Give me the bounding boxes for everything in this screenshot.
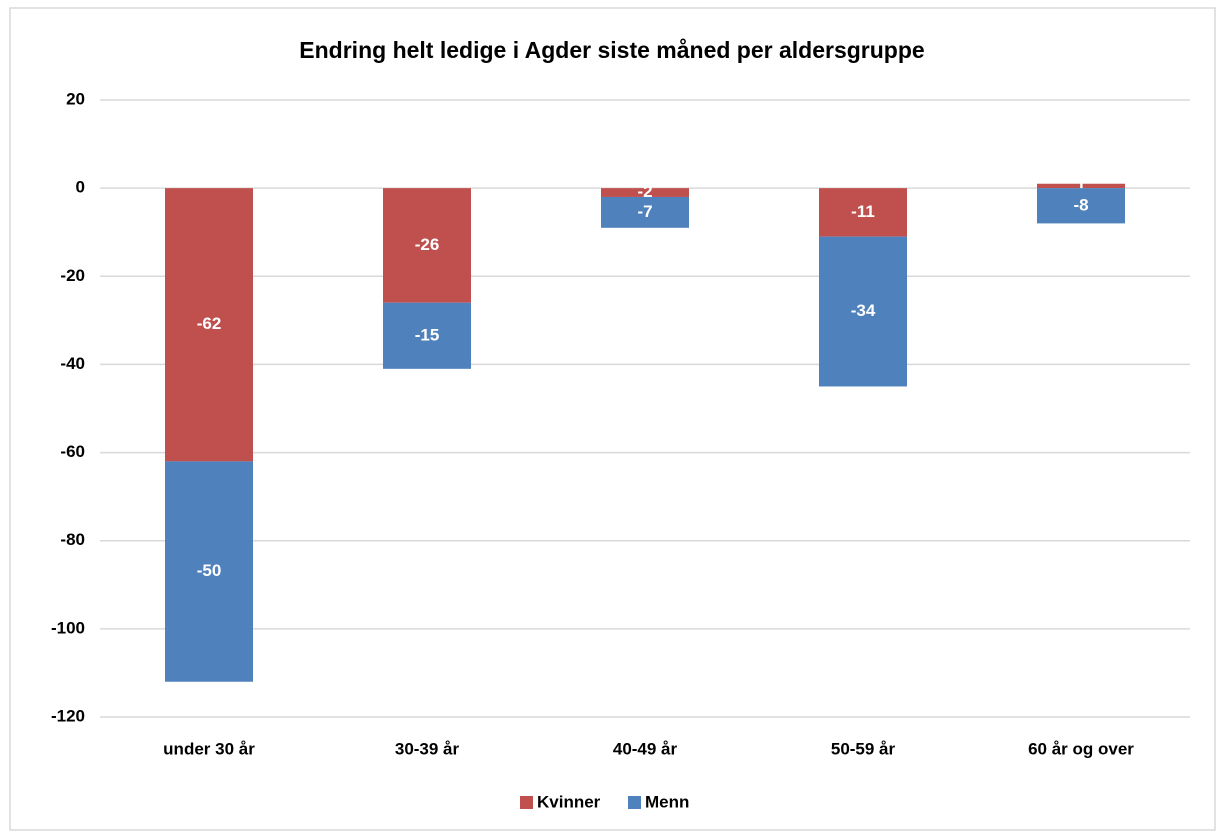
data-label: 1: [1076, 175, 1085, 194]
y-tick-label: 0: [76, 178, 85, 197]
bar-segment: [383, 188, 471, 303]
data-label: -7: [637, 202, 652, 221]
y-tick-label: -60: [60, 442, 85, 461]
bar-segment: [383, 302, 471, 369]
x-tick-label: 60 år og over: [1028, 739, 1134, 758]
data-label: -15: [415, 325, 440, 344]
data-label: -34: [851, 301, 876, 320]
bar-segment: [601, 196, 689, 228]
legend-swatch: [520, 796, 533, 809]
y-tick-label: -20: [60, 266, 85, 285]
bar-segment: [165, 188, 253, 462]
bar-segment: [819, 188, 907, 237]
y-tick-label: -120: [51, 706, 85, 725]
data-label: -2: [637, 182, 652, 201]
bar-segment: [1037, 188, 1125, 224]
x-tick-label: under 30 år: [163, 739, 255, 758]
data-label: -50: [197, 561, 222, 580]
x-tick-label: 50-59 år: [831, 739, 896, 758]
bar-segment: [601, 188, 689, 197]
x-tick-label: 30-39 år: [395, 739, 460, 758]
legend-label: Kvinner: [537, 792, 601, 811]
legend-label: Menn: [645, 792, 689, 811]
data-label: -26: [415, 235, 440, 254]
y-tick-label: 20: [66, 89, 85, 108]
data-label: -11: [851, 202, 875, 221]
legend-swatch: [628, 796, 641, 809]
y-tick-label: -40: [60, 354, 85, 373]
bar-segment: [1037, 183, 1125, 189]
data-label: -62: [197, 314, 222, 333]
data-label: -8: [1073, 195, 1088, 214]
bar-segment: [165, 461, 253, 682]
chart-title: Endring helt ledige i Agder siste måned …: [299, 37, 924, 63]
x-tick-label: 40-49 år: [613, 739, 678, 758]
y-tick-label: -80: [60, 530, 85, 549]
y-tick-label: -100: [51, 618, 85, 637]
bar-segment: [819, 236, 907, 387]
